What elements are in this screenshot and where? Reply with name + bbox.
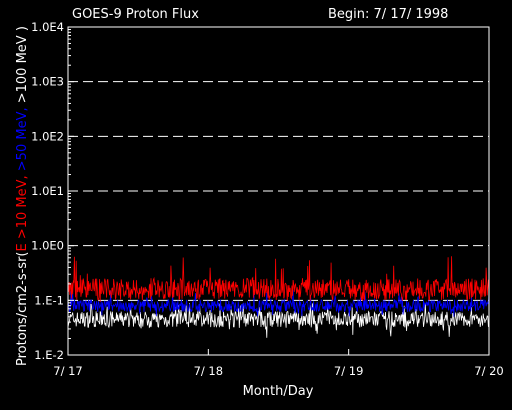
- y-axis-label-100mev: >100 MeV ): [15, 26, 30, 107]
- y-tick-label: 1.E-2: [34, 348, 64, 362]
- series-e-10-mev-line: [67, 256, 490, 303]
- y-tick-label: 1.0E0: [31, 239, 64, 253]
- x-tick-label: 7/ 20: [474, 364, 503, 378]
- data-series: [67, 256, 490, 338]
- begin-date-label: Begin: 7/ 17/ 1998: [328, 7, 448, 22]
- y-tick-label: 1.0E4: [31, 20, 64, 34]
- y-tick-label: 1.E-1: [34, 293, 64, 307]
- grid-lines: [68, 81, 489, 301]
- y-axis-label: Protons/cm2-s-sr(E >10 MeV, >50 MeV, >10…: [15, 26, 30, 366]
- x-tick-label: 7/ 18: [194, 364, 223, 378]
- x-axis-label: Month/Day: [243, 384, 314, 399]
- x-axis-ticks: 7/ 17 7/ 18 7/ 19 7/ 20: [53, 349, 504, 378]
- series-50-mev-line: [67, 290, 490, 317]
- chart-title: GOES-9 Proton Flux: [72, 7, 199, 22]
- y-axis-label-50mev: >50 MeV,: [15, 107, 30, 175]
- y-axis-ticks: 1.0E4 1.0E3 1.0E2 1.0E1 1.0E0 1.E-1 1.E-2: [31, 20, 74, 362]
- series-100-mev-line: [67, 303, 490, 338]
- y-tick-label: 1.0E1: [31, 184, 64, 198]
- y-axis-label-10mev: E >10 MeV,: [15, 175, 30, 251]
- x-tick-label: 7/ 17: [53, 364, 82, 378]
- y-axis-label-prefix: Protons/cm2-s-sr(: [15, 252, 30, 367]
- y-tick-label: 1.0E2: [31, 129, 64, 143]
- x-tick-label: 7/ 19: [334, 364, 363, 378]
- y-tick-label: 1.0E3: [31, 75, 64, 89]
